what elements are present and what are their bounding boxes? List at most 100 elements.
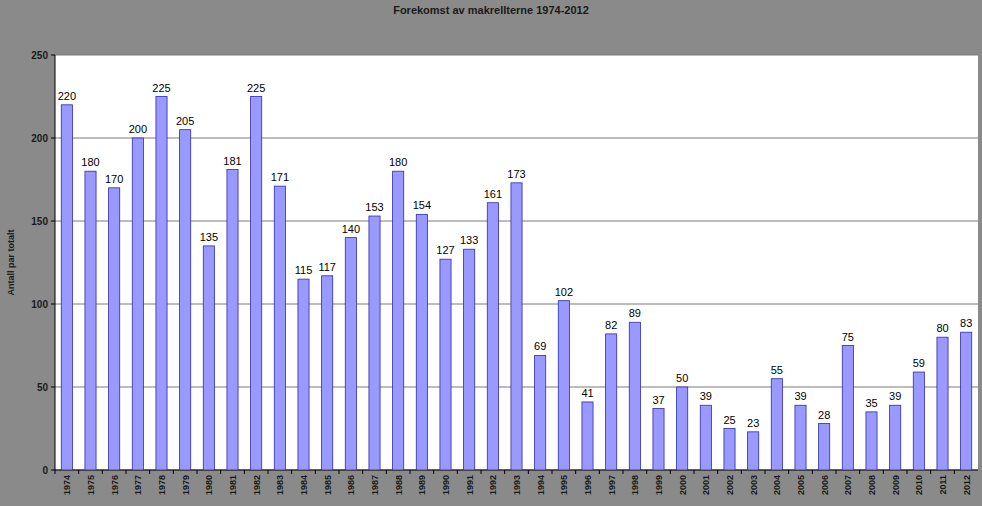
plot-area — [55, 55, 978, 470]
x-tick-label: 2009 — [891, 475, 901, 495]
data-label: 80 — [936, 322, 948, 334]
y-axis-label: Antall par totalt — [6, 229, 16, 295]
x-tick-label: 1979 — [181, 475, 191, 495]
x-tick-label: 2003 — [749, 475, 759, 495]
x-tick-label: 1999 — [654, 475, 664, 495]
bar — [653, 409, 664, 470]
data-label: 180 — [81, 156, 99, 168]
x-tick-mark — [386, 470, 387, 474]
data-label: 154 — [413, 199, 431, 211]
background — [0, 0, 982, 506]
bar — [937, 337, 948, 470]
y-tick-label: 250 — [31, 50, 48, 61]
data-label: 225 — [247, 82, 265, 94]
bar — [842, 346, 853, 471]
x-tick-label: 1986 — [346, 475, 356, 495]
bar — [913, 372, 924, 470]
bar — [558, 301, 569, 470]
data-label: 69 — [534, 340, 546, 352]
x-tick-label: 2005 — [796, 475, 806, 495]
x-tick-mark — [575, 470, 576, 474]
bar — [866, 412, 877, 470]
x-tick-label: 2002 — [725, 475, 735, 495]
x-tick-label: 1996 — [583, 475, 593, 495]
data-label: 170 — [105, 173, 123, 185]
y-tick-label: 100 — [31, 299, 48, 310]
chart: Forekomst av makrellterne 1974-2012 Antal… — [0, 0, 982, 506]
data-label: 89 — [629, 307, 641, 319]
y-tick-label: 0 — [42, 465, 48, 476]
x-tick-label: 1982 — [252, 475, 262, 495]
x-tick-mark — [149, 470, 150, 474]
x-tick-mark — [599, 470, 600, 474]
y-tick-label: 150 — [31, 216, 48, 227]
x-tick-label: 1992 — [488, 475, 498, 495]
bar — [416, 214, 427, 470]
x-tick-mark — [410, 470, 411, 474]
x-tick-label: 2010 — [914, 475, 924, 495]
x-tick-mark — [55, 470, 56, 474]
x-tick-mark — [78, 470, 79, 474]
bar — [677, 387, 688, 470]
x-tick-mark — [102, 470, 103, 474]
x-tick-mark — [339, 470, 340, 474]
bar — [85, 171, 96, 470]
x-tick-mark — [788, 470, 789, 474]
x-tick-mark — [504, 470, 505, 474]
bar — [511, 183, 522, 470]
bar — [961, 332, 972, 470]
tick-mark — [51, 387, 55, 388]
y-tick-label: 50 — [37, 382, 49, 393]
data-label: 127 — [436, 244, 454, 256]
x-tick-label: 1994 — [536, 475, 546, 495]
data-label: 161 — [484, 188, 502, 200]
x-tick-mark — [244, 470, 245, 474]
data-label: 173 — [507, 168, 525, 180]
bar — [298, 279, 309, 470]
bar — [582, 402, 593, 470]
x-tick-mark — [812, 470, 813, 474]
data-label: 181 — [223, 155, 241, 167]
x-tick-mark — [433, 470, 434, 474]
data-label: 23 — [747, 417, 759, 429]
title: Forekomst av makrellterne 1974-2012 — [393, 4, 589, 16]
data-label: 50 — [676, 372, 688, 384]
bar — [724, 429, 735, 471]
bar — [890, 405, 901, 470]
x-tick-mark — [741, 470, 742, 474]
bar — [795, 405, 806, 470]
data-label: 205 — [176, 115, 194, 127]
x-tick-mark — [457, 470, 458, 474]
bar — [771, 379, 782, 470]
bar — [61, 105, 72, 470]
x-tick-label: 2001 — [701, 475, 711, 495]
bar — [629, 322, 640, 470]
data-label: 153 — [365, 201, 383, 213]
data-label: 55 — [771, 364, 783, 376]
x-tick-label: 1988 — [394, 475, 404, 495]
bar — [819, 424, 830, 470]
data-label: 82 — [605, 319, 617, 331]
bars — [61, 97, 971, 471]
x-tick-mark — [268, 470, 269, 474]
bar — [203, 246, 214, 470]
data-label: 25 — [723, 414, 735, 426]
x-tick-label: 1977 — [133, 475, 143, 495]
data-label: 102 — [555, 286, 573, 298]
x-tick-mark — [954, 470, 955, 474]
data-label: 135 — [200, 231, 218, 243]
x-tick-mark — [930, 470, 931, 474]
x-tick-label: 2007 — [843, 475, 853, 495]
x-tick-label: 1985 — [323, 475, 333, 495]
x-tick-label: 1989 — [417, 475, 427, 495]
bar — [700, 405, 711, 470]
x-tick-label: 2008 — [867, 475, 877, 495]
bar — [393, 171, 404, 470]
data-label: 59 — [913, 357, 925, 369]
grid-line — [55, 55, 978, 56]
data-label: 117 — [318, 261, 336, 273]
x-tick-label: 1981 — [228, 475, 238, 495]
bar — [156, 97, 167, 471]
x-tick-label: 2011 — [938, 475, 948, 495]
data-label: 41 — [581, 387, 593, 399]
